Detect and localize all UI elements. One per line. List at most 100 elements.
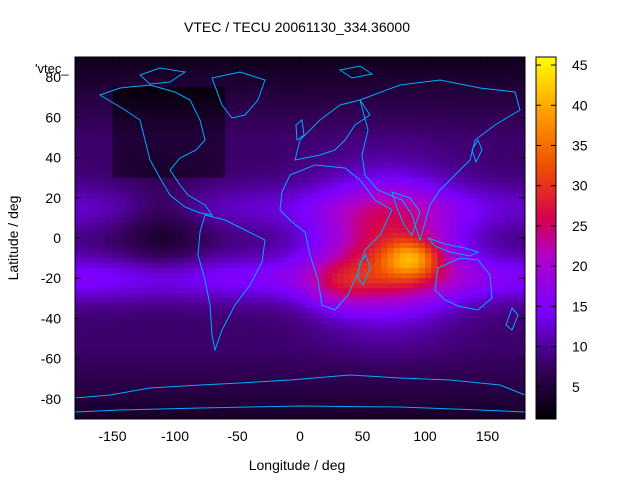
- heatmap-cell: [256, 398, 264, 405]
- heatmap-cell: [468, 383, 476, 390]
- heatmap-cell: [425, 137, 432, 144]
- heatmap-cell: [75, 197, 82, 204]
- heatmap-cell: [331, 62, 339, 68]
- heatmap-cell: [293, 232, 301, 239]
- heatmap-cell: [325, 378, 332, 385]
- heatmap-cell: [381, 293, 389, 299]
- heatmap-cell: [381, 182, 389, 189]
- heatmap-cell: [406, 313, 414, 320]
- heatmap-cell: [493, 373, 501, 380]
- heatmap-cell: [206, 62, 214, 68]
- heatmap-cell: [312, 77, 320, 83]
- heatmap-cell: [87, 222, 95, 229]
- heatmap-cell: [75, 167, 82, 174]
- heatmap-cell: [456, 318, 464, 325]
- heatmap-cell: [331, 207, 339, 214]
- heatmap-cell: [131, 107, 139, 113]
- heatmap-cell: [375, 122, 382, 128]
- heatmap-cell: [268, 227, 276, 234]
- heatmap-cell: [300, 363, 307, 370]
- heatmap-cell: [168, 127, 176, 134]
- heatmap-cell: [343, 182, 351, 189]
- heatmap-cell: [331, 197, 339, 204]
- heatmap-cell: [362, 358, 370, 365]
- heatmap-cell: [150, 117, 157, 123]
- heatmap-cell: [450, 72, 457, 78]
- heatmap-cell: [318, 67, 326, 73]
- heatmap-cell: [431, 333, 439, 340]
- heatmap-cell: [175, 303, 182, 309]
- heatmap-cell: [325, 182, 332, 189]
- heatmap-cell: [287, 378, 295, 385]
- heatmap-cell: [306, 293, 314, 299]
- heatmap-cell: [418, 172, 426, 179]
- heatmap-cell: [487, 82, 495, 88]
- heatmap-cell: [356, 378, 364, 385]
- heatmap-cell: [325, 77, 332, 83]
- heatmap-cell: [137, 288, 145, 294]
- heatmap-cell: [162, 363, 170, 370]
- heatmap-cell: [156, 217, 164, 224]
- heatmap-cell: [187, 92, 195, 98]
- heatmap-cell: [193, 137, 201, 144]
- heatmap-cell: [162, 328, 170, 335]
- heatmap-cell: [243, 348, 251, 355]
- heatmap-cell: [387, 187, 395, 194]
- heatmap-cell: [137, 67, 145, 73]
- heatmap-cell: [337, 343, 345, 350]
- heatmap-cell: [300, 142, 307, 149]
- heatmap-cell: [175, 293, 182, 299]
- heatmap-cell: [181, 373, 189, 380]
- heatmap-cell: [412, 147, 420, 154]
- heatmap-cell: [512, 338, 520, 345]
- heatmap-cell: [93, 57, 101, 63]
- heatmap-cell: [462, 363, 470, 370]
- heatmap-cell: [218, 308, 226, 315]
- heatmap-cell: [312, 87, 320, 93]
- heatmap-cell: [81, 273, 89, 279]
- heatmap-cell: [268, 187, 276, 194]
- heatmap-cell: [318, 62, 326, 68]
- heatmap-cell: [287, 212, 295, 219]
- heatmap-cell: [212, 157, 220, 164]
- heatmap-cell: [375, 67, 382, 73]
- heatmap-cell: [112, 62, 120, 68]
- heatmap-cell: [256, 388, 264, 395]
- heatmap-cell: [212, 328, 220, 335]
- heatmap-cell: [337, 202, 345, 209]
- heatmap-cell: [518, 132, 525, 139]
- heatmap-cell: [87, 373, 95, 380]
- heatmap-cell: [243, 343, 251, 350]
- heatmap-cell: [456, 97, 464, 103]
- heatmap-cell: [162, 182, 170, 189]
- heatmap-cell: [400, 62, 407, 68]
- heatmap-cell: [468, 268, 476, 274]
- heatmap-cell: [487, 343, 495, 350]
- heatmap-cell: [343, 107, 351, 113]
- heatmap-cell: [81, 172, 89, 179]
- heatmap-cell: [275, 338, 282, 345]
- heatmap-cell: [143, 248, 151, 254]
- heatmap-cell: [187, 117, 195, 123]
- heatmap-cell: [225, 97, 232, 103]
- heatmap-cell: [100, 383, 107, 390]
- heatmap-cell: [187, 268, 195, 274]
- heatmap-cell: [137, 117, 145, 123]
- heatmap-cell: [312, 227, 320, 234]
- heatmap-cell: [131, 278, 139, 284]
- heatmap-cell: [268, 167, 276, 174]
- heatmap-cell: [437, 383, 445, 390]
- heatmap-cell: [506, 197, 514, 204]
- heatmap-cell: [481, 393, 489, 400]
- heatmap-cell: [231, 368, 239, 375]
- heatmap-cell: [306, 298, 314, 304]
- heatmap-cell: [337, 222, 345, 229]
- heatmap-cell: [506, 288, 514, 294]
- heatmap-cell: [250, 172, 257, 179]
- heatmap-cell: [431, 172, 439, 179]
- heatmap-cell: [125, 333, 132, 340]
- heatmap-cell: [437, 212, 445, 219]
- heatmap-cell: [356, 187, 364, 194]
- heatmap-cell: [231, 238, 239, 244]
- heatmap-cell: [468, 393, 476, 400]
